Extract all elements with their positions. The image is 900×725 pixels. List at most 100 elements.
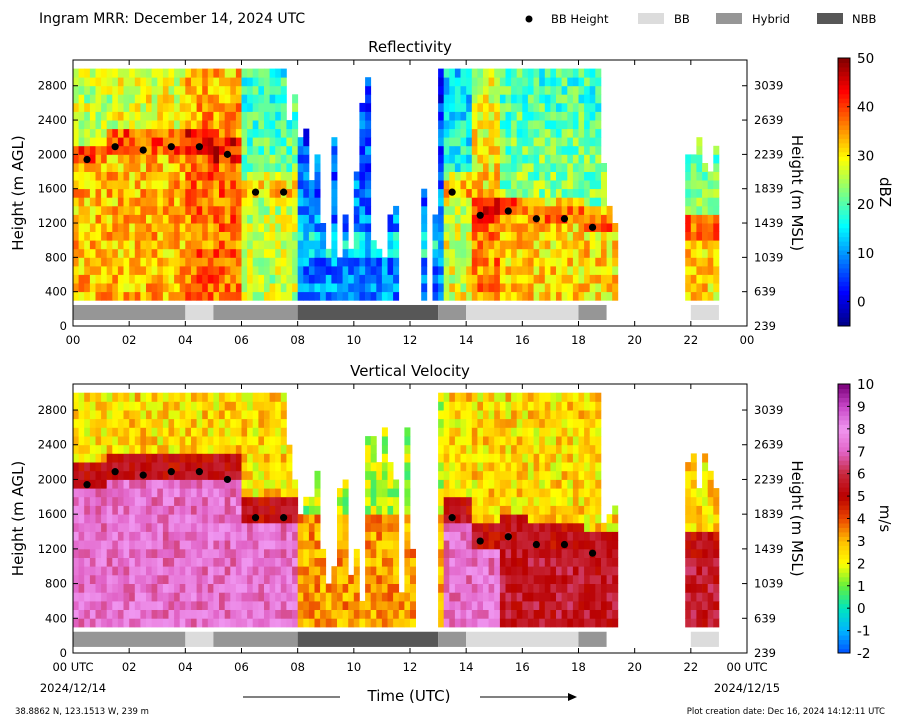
heatmap-cell: [505, 283, 512, 293]
colorbar-cell: [838, 156, 850, 162]
colorbar-cell: [838, 232, 850, 238]
heatmap-cell: [702, 240, 709, 250]
heatmap-cell: [556, 522, 562, 532]
heatmap-cell: [454, 197, 461, 207]
heatmap-cell: [95, 479, 102, 489]
heatmap-cell: [522, 548, 529, 558]
heatmap-cell: [168, 618, 175, 628]
heatmap-cell: [202, 522, 209, 532]
heatmap-cell: [365, 548, 372, 558]
heatmap-cell: [213, 85, 220, 95]
heatmap-cell: [275, 522, 282, 532]
heatmap-cell: [533, 488, 540, 498]
classification-segment-hybrid: [73, 304, 186, 320]
bb-height-point: [83, 155, 91, 164]
heatmap-cell: [84, 283, 91, 293]
heatmap-cell: [151, 257, 158, 267]
heatmap-cell: [612, 505, 619, 515]
heatmap-cell: [454, 566, 461, 576]
heatmap-cell: [219, 418, 225, 428]
heatmap-cell: [561, 197, 568, 207]
heatmap-cell: [404, 496, 411, 506]
heatmap-cell: [410, 609, 416, 619]
heatmap-cell: [376, 548, 383, 558]
heatmap-cell: [449, 171, 456, 181]
heatmap-cell: [280, 496, 287, 506]
heatmap-cell: [376, 248, 383, 258]
bb-height-point: [195, 468, 203, 476]
heatmap-cell: [376, 496, 383, 506]
heatmap-cell: [252, 274, 259, 284]
heatmap-cell: [202, 77, 209, 87]
heatmap-cell: [202, 479, 209, 489]
heatmap-cell: [393, 214, 400, 224]
heatmap-cell: [280, 592, 287, 602]
heatmap-cell: [454, 592, 461, 602]
heatmap-cell: [89, 540, 96, 550]
classification-segment-bb: [185, 304, 214, 320]
heatmap-cell: [106, 514, 113, 524]
heatmap-cell: [264, 479, 270, 489]
heatmap-cell: [466, 257, 473, 267]
heatmap-cell: [151, 77, 158, 87]
heatmap-cell: [168, 240, 175, 250]
heatmap-cell: [567, 496, 574, 506]
heatmap-cell: [365, 600, 372, 610]
heatmap-cell: [713, 531, 720, 541]
heatmap-cell: [696, 137, 703, 147]
heatmap-cell: [151, 180, 158, 190]
heatmap-cell: [162, 609, 169, 619]
heatmap-cell: [499, 444, 506, 454]
heatmap-cell: [275, 540, 282, 550]
heatmap-cell: [342, 548, 349, 558]
classification-segment-nbb: [297, 631, 439, 647]
heatmap-cell: [572, 188, 579, 198]
heatmap-cell: [196, 618, 203, 628]
heatmap-cell: [275, 197, 282, 207]
heatmap-cell: [365, 102, 372, 112]
heatmap-cell: [488, 248, 495, 258]
heatmap-cell: [454, 496, 461, 506]
heatmap-cell: [393, 291, 400, 301]
heatmap-cell: [466, 557, 473, 567]
heatmap-cell: [196, 274, 203, 284]
heatmap-cell: [595, 94, 602, 104]
heatmap-cell: [601, 223, 607, 232]
heatmap-cell: [286, 557, 293, 567]
heatmap-cell: [533, 392, 540, 402]
heatmap-cell: [483, 618, 489, 628]
heatmap-cell: [258, 618, 265, 628]
heatmap-cell: [595, 77, 602, 87]
heatmap-cell: [511, 223, 518, 232]
heatmap-cell: [275, 453, 282, 463]
heatmap-cell: [539, 274, 546, 284]
colorbar-tick-label: 0: [857, 295, 866, 311]
heatmap-cell: [572, 85, 579, 95]
bb-height-point: [532, 215, 540, 223]
heatmap-cell: [533, 120, 540, 130]
heatmap-cell: [247, 145, 254, 155]
heatmap-cell: [488, 418, 495, 428]
heatmap-cell: [280, 291, 287, 301]
heatmap-cell: [230, 583, 237, 593]
colorbar-cell: [838, 107, 850, 113]
heatmap-cell: [376, 522, 383, 532]
heatmap-cell: [365, 205, 372, 215]
heatmap-cell: [527, 231, 534, 241]
heatmap-cell: [140, 444, 147, 454]
heatmap-cell: [191, 592, 197, 602]
heatmap-cell: [207, 265, 214, 275]
heatmap-cell: [685, 522, 692, 532]
heatmap-cell: [168, 257, 175, 267]
heatmap-cell: [247, 514, 254, 524]
heatmap-cell: [241, 496, 248, 506]
heatmap-cell: [95, 265, 102, 275]
heatmap-cell: [443, 557, 450, 567]
heatmap-cell: [213, 514, 220, 524]
heatmap-cell: [196, 488, 203, 498]
heatmap-cell: [151, 470, 158, 480]
heatmap-cell: [224, 583, 231, 593]
heatmap-cell: [157, 548, 164, 558]
heatmap-cell: [522, 557, 529, 567]
heatmap-cell: [567, 618, 574, 628]
